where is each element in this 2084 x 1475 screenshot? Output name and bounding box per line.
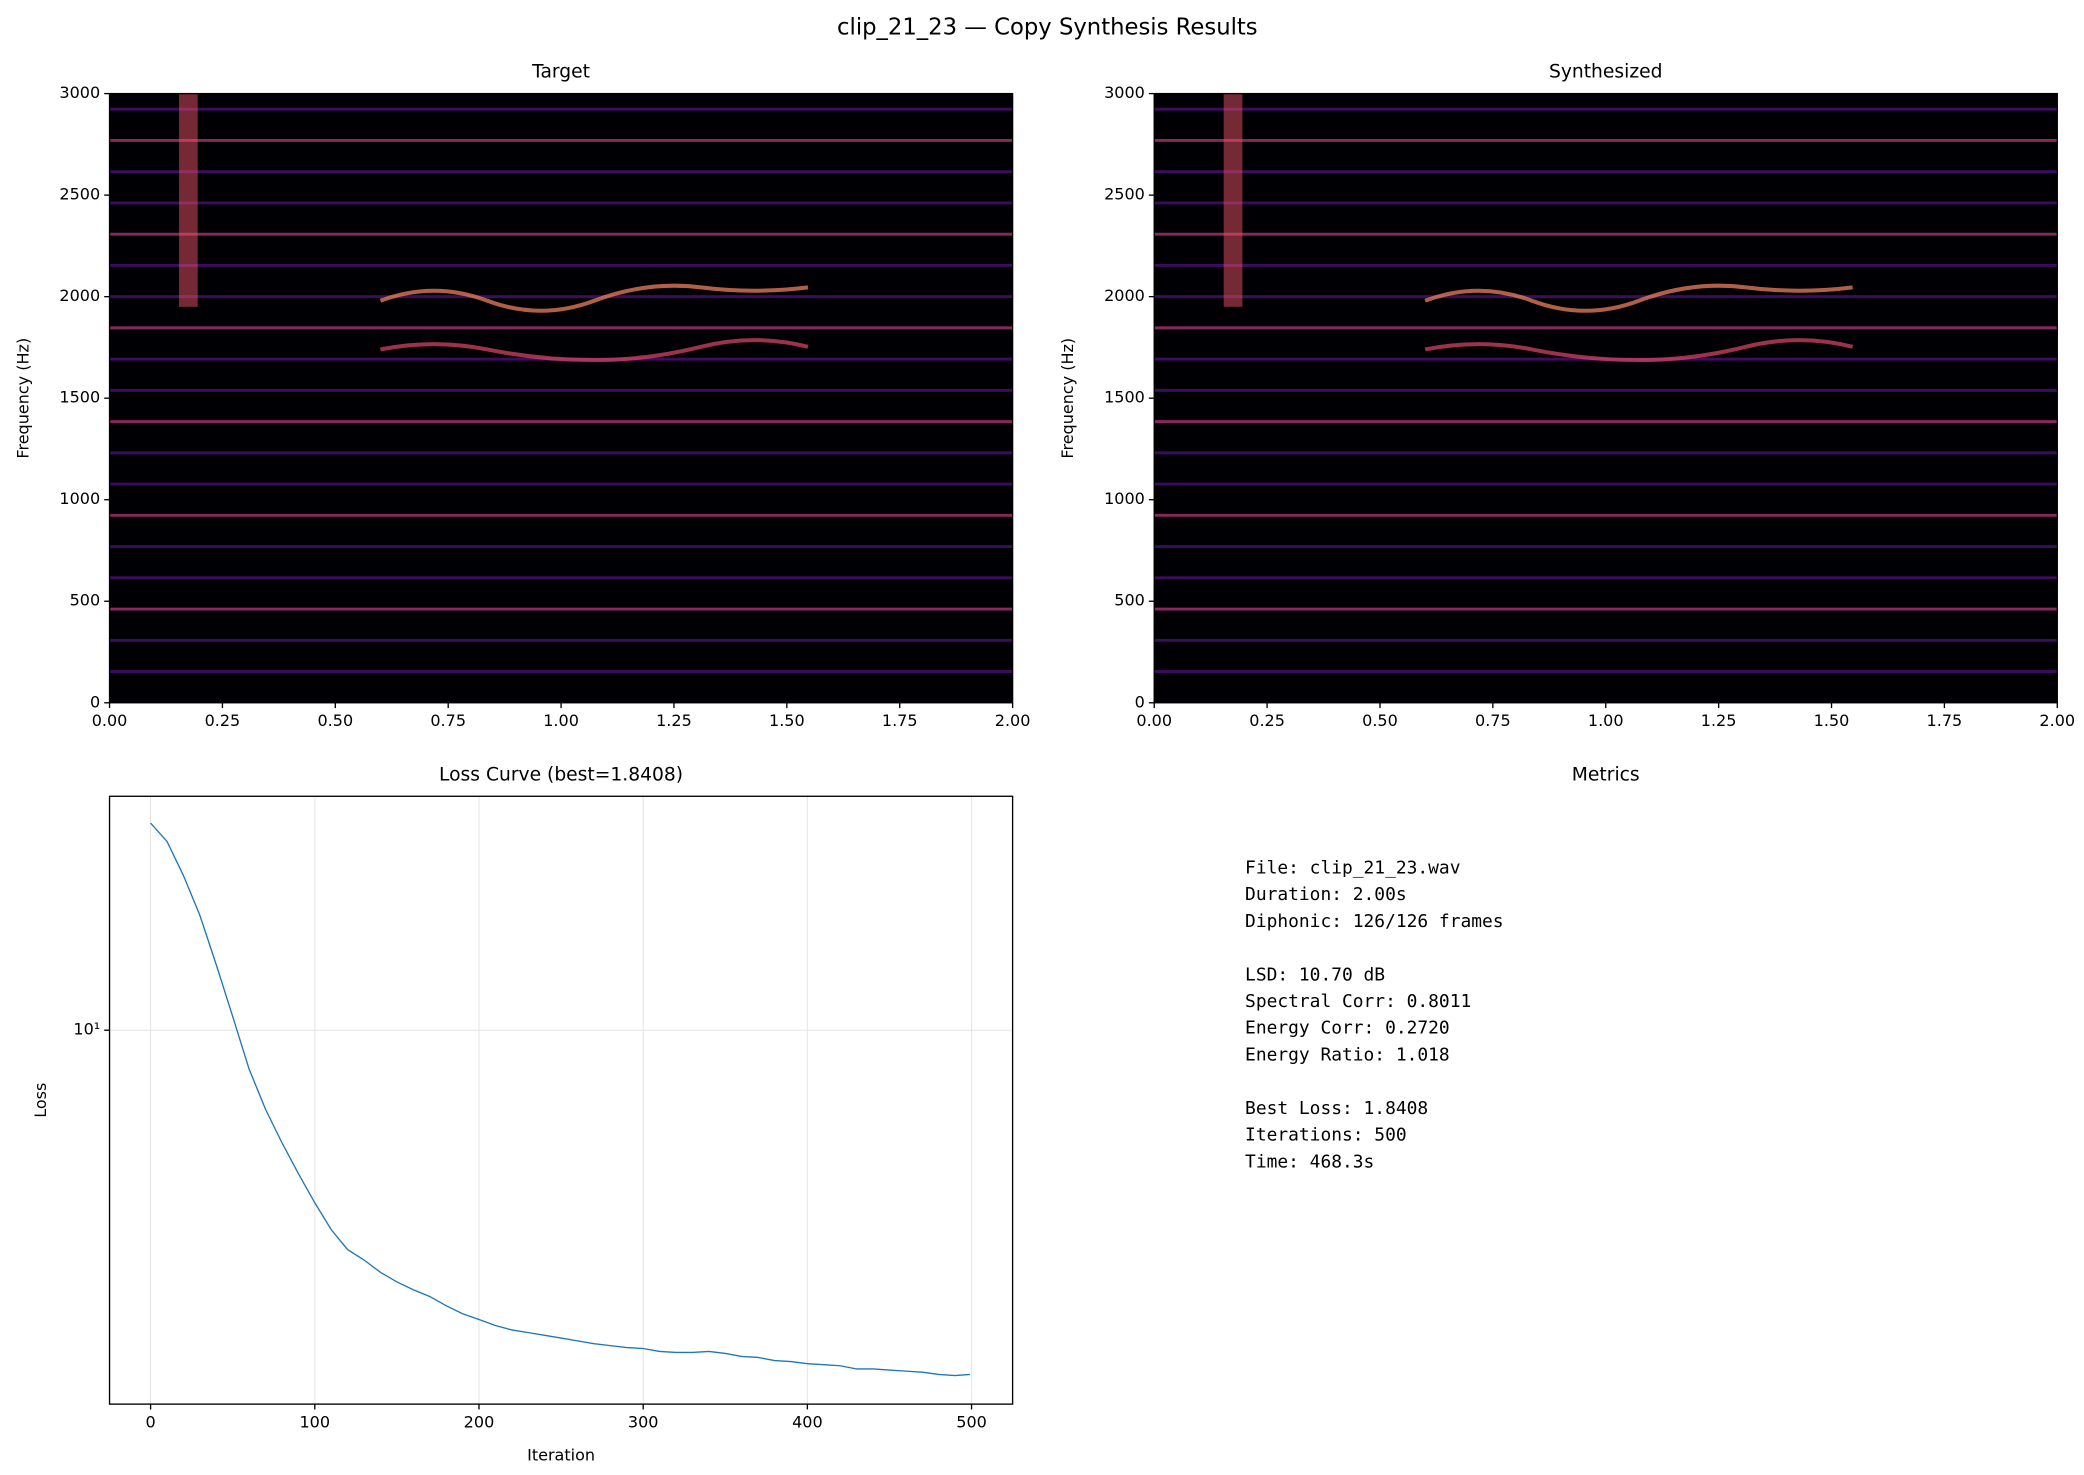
x-tick-label: 500 [956, 1412, 987, 1431]
x-tick-label: 2.00 [995, 711, 1031, 730]
formant-track [1424, 283, 1853, 313]
y-tick-label: 1500 [1104, 388, 1145, 407]
axes-title: Synthesized [1549, 62, 1663, 83]
metric-line: Duration: 2.00s [1245, 884, 1407, 905]
metric-line: File: clip_21_23.wav [1245, 857, 1460, 878]
x-tick-label: 1.00 [1588, 711, 1624, 730]
x-tick-label: 0 [145, 1412, 155, 1431]
y-tick-label: 2000 [1104, 286, 1145, 305]
metrics-title: Metrics [1572, 764, 1640, 785]
axes-title: Loss Curve (best=1.8408) [439, 764, 683, 785]
x-tick-label: 0.25 [205, 711, 241, 730]
x-tick-label: 300 [628, 1412, 659, 1431]
metric-line: Energy Ratio: 1.018 [1245, 1044, 1450, 1065]
spectrogram-image [1154, 93, 2058, 703]
x-tick-label: 2.00 [2039, 711, 2075, 730]
onset-glow [179, 93, 198, 307]
axes-frame [1153, 92, 2058, 704]
metric-line: Energy Corr: 0.2720 [1245, 1018, 1450, 1039]
x-tick-label: 0.75 [1475, 711, 1511, 730]
x-axis-label: Iteration [527, 1446, 595, 1465]
y-tick-label: 3000 [1104, 83, 1145, 102]
x-tick-label: 0.00 [92, 711, 128, 730]
metric-line: Best Loss: 1.8408 [1245, 1098, 1428, 1119]
x-tick-label: 1.75 [1927, 711, 1963, 730]
y-tick-label: 500 [1114, 591, 1145, 610]
y-tick-label: 500 [70, 591, 101, 610]
formant-track [380, 338, 809, 363]
x-tick-label: 1.00 [543, 711, 579, 730]
y-tick-label: 10¹ [73, 1020, 100, 1039]
x-tick-label: 0.75 [430, 711, 466, 730]
y-tick-label: 0 [90, 692, 100, 711]
formant-track [1424, 338, 1854, 363]
y-tick-label: 0 [1135, 692, 1145, 711]
y-tick-label: 2000 [59, 286, 100, 305]
y-axis-label: Loss [31, 1083, 50, 1118]
metric-line: Diphonic: 126/126 frames [1245, 911, 1504, 932]
y-tick-label: 1000 [1104, 489, 1145, 508]
metric-line: Time: 468.3s [1245, 1151, 1374, 1172]
x-tick-label: 400 [792, 1412, 823, 1431]
axes-frame [108, 92, 1014, 704]
formant-track [379, 283, 809, 313]
y-tick-label: 2500 [59, 185, 100, 204]
axes-frame [108, 795, 1014, 1405]
x-tick-label: 0.00 [1136, 711, 1172, 730]
y-axis-label: Frequency (Hz) [1058, 338, 1077, 459]
y-tick-label: 1000 [59, 489, 100, 508]
x-tick-label: 1.25 [656, 711, 692, 730]
x-tick-label: 1.50 [1814, 711, 1850, 730]
spectrogram-image [109, 93, 1013, 703]
x-tick-label: 1.50 [769, 711, 805, 730]
x-tick-label: 0.25 [1249, 711, 1285, 730]
x-tick-label: 0.50 [1362, 711, 1398, 730]
y-tick-label: 1500 [59, 388, 100, 407]
x-tick-label: 1.25 [1701, 711, 1737, 730]
metric-line: LSD: 10.70 dB [1245, 964, 1385, 985]
onset-glow [1223, 93, 1243, 307]
x-tick-label: 1.75 [882, 711, 918, 730]
y-axis-label: Frequency (Hz) [14, 338, 33, 459]
axes-title: Target [531, 62, 590, 83]
figure-title: clip_21_23 — Copy Synthesis Results [837, 15, 1258, 41]
loss-line [150, 822, 970, 1377]
x-tick-label: 100 [299, 1412, 330, 1431]
y-tick-label: 2500 [1104, 185, 1145, 204]
metric-line: Iterations: 500 [1245, 1125, 1407, 1146]
metric-line: Spectral Corr: 0.8011 [1245, 991, 1471, 1012]
x-tick-label: 200 [464, 1412, 495, 1431]
y-tick-label: 3000 [59, 83, 100, 102]
x-tick-label: 0.50 [317, 711, 353, 730]
